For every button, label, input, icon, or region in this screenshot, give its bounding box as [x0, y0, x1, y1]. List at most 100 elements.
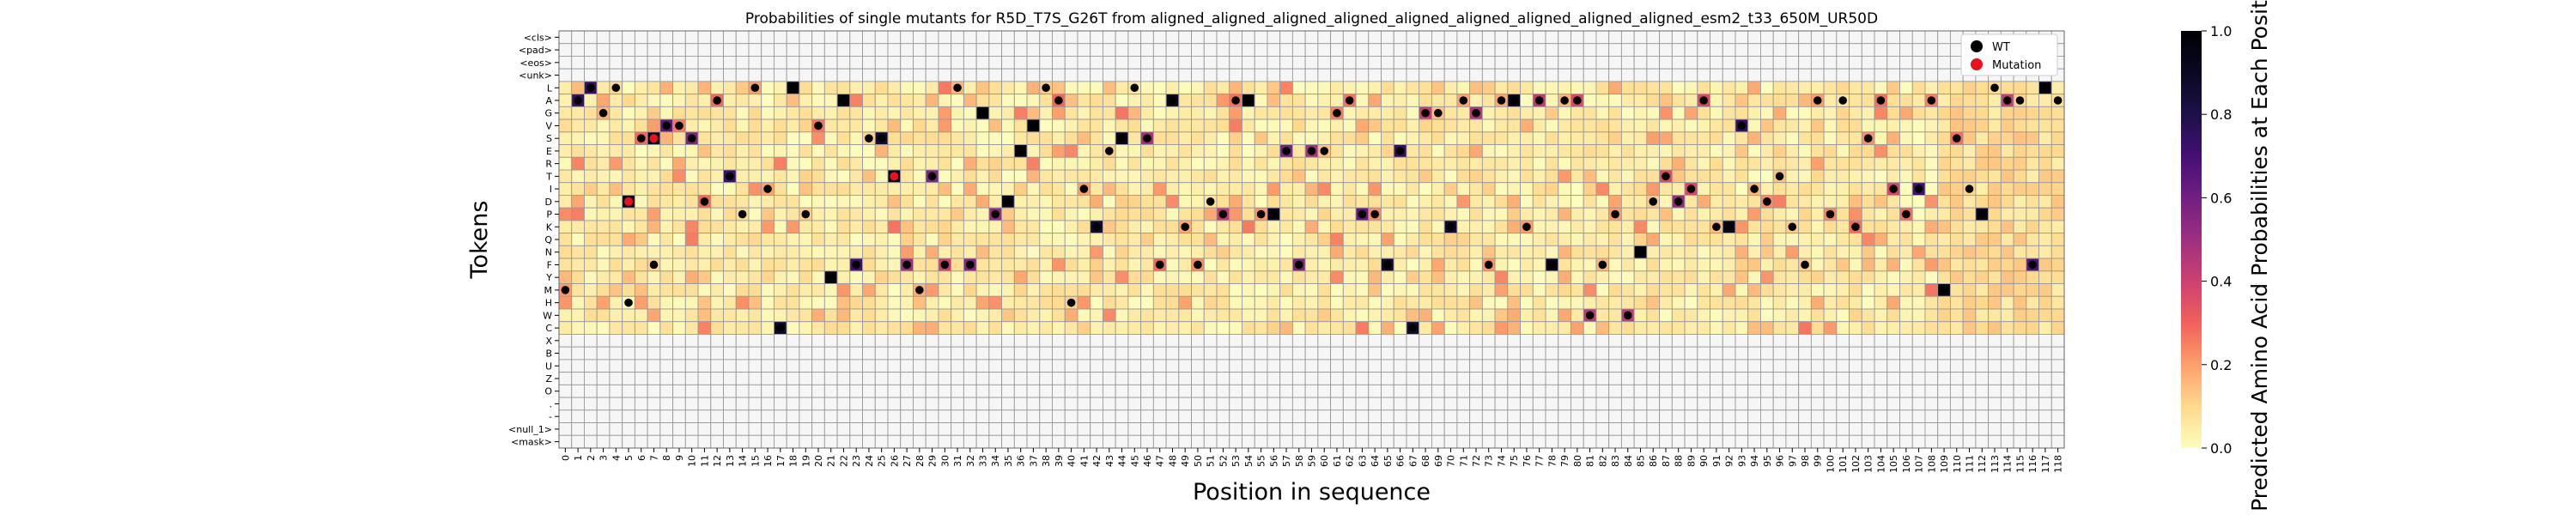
- wt-marker: [738, 209, 747, 219]
- heatmap-cell: [1494, 346, 1509, 360]
- heatmap-cell: [988, 422, 1003, 436]
- x-tick-label: 101: [1838, 455, 1849, 473]
- heatmap-cell: [1608, 43, 1622, 57]
- x-tick-label: 16: [762, 455, 774, 467]
- heatmap-cell: [1052, 346, 1066, 360]
- heatmap-cell: [1924, 118, 1939, 133]
- heatmap-cell: [761, 372, 775, 385]
- heatmap-cell: [1659, 409, 1673, 424]
- heatmap-cell: [584, 359, 598, 373]
- heatmap-cell: [1203, 283, 1218, 297]
- heatmap-cell: [2038, 409, 2052, 424]
- heatmap-cell: [1140, 434, 1154, 449]
- heatmap-cell: [1001, 68, 1015, 82]
- x-tick-label: 108: [1926, 455, 1937, 473]
- heatmap-cell: [1532, 68, 1546, 82]
- heatmap-cell: [1406, 94, 1420, 107]
- heatmap-cell: [1469, 144, 1483, 158]
- heatmap-cell: [2026, 169, 2039, 184]
- heatmap-cell: [1039, 220, 1053, 234]
- heatmap-cell: [951, 169, 964, 184]
- heatmap-cell: [1659, 422, 1673, 436]
- heatmap-cell: [1532, 55, 1546, 70]
- heatmap-cell: [1242, 283, 1255, 297]
- colorbar-tick-label: 0.4: [2210, 274, 2232, 290]
- heatmap-cell: [1064, 131, 1078, 146]
- heatmap-cell: [786, 409, 800, 424]
- heatmap-cell: [748, 270, 762, 285]
- heatmap-cell: [634, 334, 648, 348]
- heatmap-cell: [874, 283, 889, 297]
- heatmap-cell: [1001, 81, 1015, 95]
- heatmap-cell: [1152, 233, 1167, 246]
- heatmap-cell: [1342, 409, 1357, 424]
- heatmap-cell: [710, 182, 724, 196]
- heatmap-cell: [1722, 233, 1736, 246]
- heatmap-cell: [1785, 118, 1800, 133]
- heatmap-cell: [1633, 321, 1648, 335]
- heatmap-cell: [1216, 245, 1230, 259]
- heatmap-cell: [622, 118, 635, 133]
- heatmap-cell: [684, 258, 699, 272]
- heatmap-cell: [2000, 409, 2014, 424]
- wt-marker: [1421, 108, 1430, 118]
- heatmap-cell: [799, 106, 813, 120]
- heatmap-cell: [1583, 359, 1597, 373]
- heatmap-cell: [1595, 81, 1610, 95]
- heatmap-cell: [1899, 422, 1913, 436]
- heatmap-cell: [786, 169, 800, 184]
- heatmap-cell: [925, 55, 939, 70]
- heatmap-cell: [988, 169, 1003, 184]
- heatmap-cell: [1861, 207, 1875, 221]
- heatmap-cell: [1355, 30, 1370, 45]
- heatmap-cell: [1242, 258, 1255, 272]
- heatmap-cell: [1330, 169, 1344, 184]
- heatmap-cell: [1671, 68, 1686, 82]
- heatmap-cell: [862, 81, 876, 95]
- heatmap-cell: [1735, 372, 1749, 385]
- heatmap-cell: [571, 194, 585, 209]
- wt-marker: [636, 134, 646, 142]
- heatmap-cell: [2050, 106, 2065, 120]
- heatmap-cell: [1772, 194, 1787, 209]
- heatmap-cell: [1115, 270, 1129, 285]
- heatmap-cell: [1545, 43, 1559, 57]
- heatmap-cell: [1330, 68, 1344, 82]
- heatmap-cell: [1077, 308, 1091, 323]
- heatmap-cell: [584, 43, 598, 57]
- heatmap-cell: [1469, 270, 1483, 285]
- heatmap-cell: [710, 283, 724, 297]
- heatmap-cell: [1191, 131, 1205, 146]
- heatmap-cell: [761, 270, 775, 285]
- heatmap-cell: [1317, 409, 1332, 424]
- heatmap-cell: [1102, 409, 1116, 424]
- heatmap-cell: [1152, 156, 1167, 171]
- wt-marker: [1914, 185, 1923, 193]
- heatmap-cell: [584, 422, 598, 436]
- heatmap-cell: [1393, 43, 1407, 57]
- heatmap-cell: [710, 334, 724, 348]
- heatmap-cell: [1710, 321, 1723, 335]
- heatmap-cell: [1304, 55, 1319, 70]
- heatmap-cell: [1874, 308, 1888, 323]
- heatmap-cell: [672, 94, 686, 107]
- heatmap-cell: [1937, 131, 1951, 146]
- heatmap-cell: [1406, 182, 1420, 196]
- heatmap-cell: [596, 220, 611, 234]
- heatmap-cell: [1102, 169, 1116, 184]
- heatmap-cell: [723, 283, 737, 297]
- heatmap-cell: [1671, 283, 1686, 297]
- heatmap-cell: [1355, 321, 1370, 335]
- heatmap-cell: [1431, 422, 1445, 436]
- heatmap-cell: [1203, 384, 1218, 398]
- heatmap-cell: [1735, 346, 1749, 360]
- heatmap-cell: [811, 409, 825, 424]
- heatmap-cell: [1507, 295, 1522, 310]
- heatmap-cell: [1140, 68, 1154, 82]
- heatmap-cell: [571, 308, 585, 323]
- heatmap-cell: [1191, 359, 1205, 373]
- heatmap-cell: [799, 131, 813, 146]
- heatmap-cell: [1406, 308, 1420, 323]
- heatmap-cell: [1494, 434, 1509, 449]
- heatmap-cell: [647, 118, 661, 133]
